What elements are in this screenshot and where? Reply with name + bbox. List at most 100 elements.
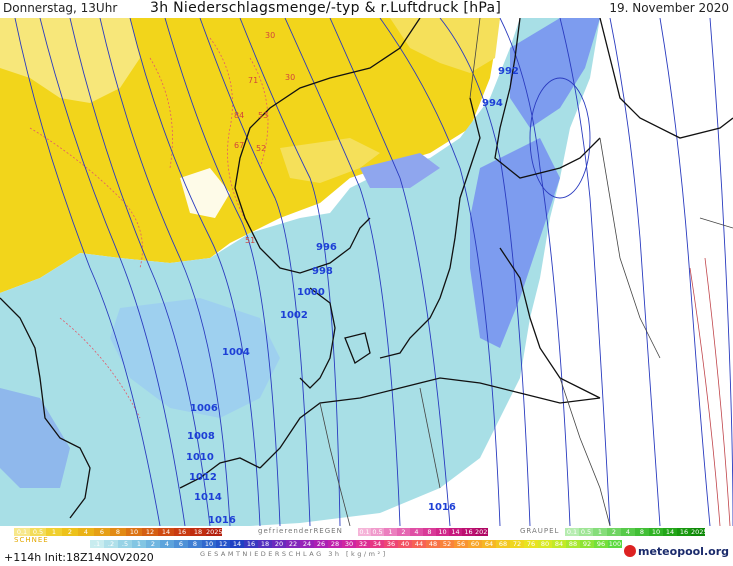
snow-contours bbox=[29, 37, 269, 419]
isobar-labels: 992 994 996 998 1000 1002 1004 1006 1008… bbox=[186, 66, 519, 526]
snow-depth-labels: 30 30 71 84 53 52 67 51 bbox=[234, 31, 295, 245]
scale-cell: 14 bbox=[663, 528, 677, 536]
scale-cell: 16 bbox=[174, 528, 190, 536]
scale-cell: 2025+ bbox=[475, 528, 488, 536]
scale-cell: 4 bbox=[410, 528, 423, 536]
scale-cell: 14 bbox=[230, 540, 244, 548]
scale-cell: 22 bbox=[286, 540, 300, 548]
scale-cell: 4 bbox=[78, 528, 94, 536]
scale-cell: 28 bbox=[328, 540, 342, 548]
forecast-date: 19. November 2020 bbox=[609, 1, 729, 15]
scale-cell: 10 bbox=[649, 528, 663, 536]
scale-cell: 64 bbox=[482, 540, 496, 548]
map-title: 3h Niederschlagsmenge/-typ & r.Luftdruck… bbox=[150, 0, 502, 16]
scale-cell: 0.5 bbox=[30, 528, 46, 536]
scale-cell: 1 bbox=[132, 540, 146, 548]
rain-field bbox=[0, 18, 600, 526]
scale-cell: 8 bbox=[188, 540, 202, 548]
scale-cell: 24 bbox=[300, 540, 314, 548]
scale-cell: 14 bbox=[449, 528, 462, 536]
scale-cell: 10 bbox=[436, 528, 449, 536]
scale-cell: 16 bbox=[244, 540, 258, 548]
isobar-label: 998 bbox=[312, 266, 333, 277]
scale-cell: 18 bbox=[258, 540, 272, 548]
scale-cell: 2025+ bbox=[206, 528, 222, 536]
snow-depth-label: 30 bbox=[265, 31, 275, 40]
scale-cell: 1 bbox=[46, 528, 62, 536]
total-precip-label: GESAMTNIEDERSCHLAG 3h [kg/m²] bbox=[200, 550, 388, 558]
snow-depth-label: 53 bbox=[258, 111, 268, 120]
scale-cell: 8 bbox=[423, 528, 436, 536]
isobar-label: 1002 bbox=[280, 310, 308, 321]
scale-cell: 1 bbox=[384, 528, 397, 536]
isobar-label: 1014 bbox=[194, 492, 222, 503]
scale-cell: 96 bbox=[594, 540, 608, 548]
scale-cell: 12 bbox=[142, 528, 158, 536]
scale-cell: 16 bbox=[462, 528, 475, 536]
scale-cell: 1 bbox=[593, 528, 607, 536]
coastlines bbox=[0, 18, 733, 519]
scale-cell: 80 bbox=[538, 540, 552, 548]
run-info: +114h Init:18Z14NOV2020 bbox=[4, 551, 154, 564]
scale-cell: 16 bbox=[677, 528, 691, 536]
logo-mark-icon bbox=[624, 545, 636, 557]
scale-cell: 2 bbox=[62, 528, 78, 536]
snow-depth-label: 84 bbox=[234, 111, 244, 120]
isobar-label: 1016 bbox=[208, 515, 236, 526]
scale-cell: 0.1 bbox=[358, 528, 371, 536]
scale-cell: 20 bbox=[272, 540, 286, 548]
scale-cell: 68 bbox=[496, 540, 510, 548]
snow-label: SCHNEE bbox=[14, 536, 49, 544]
far-isobars bbox=[689, 257, 731, 526]
scale-cell: 92 bbox=[580, 540, 594, 548]
scale-cell: 0.5 bbox=[579, 528, 593, 536]
scale-cell: 2 bbox=[397, 528, 410, 536]
forecast-day-time: Donnerstag, 13Uhr bbox=[3, 1, 118, 15]
scale-cell: 72 bbox=[510, 540, 524, 548]
isobars bbox=[14, 18, 733, 526]
scale-cell: .5 bbox=[118, 540, 132, 548]
scale-cell: 30 bbox=[342, 540, 356, 548]
weather-map: 992 994 996 998 1000 1002 1004 1006 1008… bbox=[0, 18, 733, 526]
isobar-label: 1012 bbox=[189, 472, 217, 483]
borders bbox=[319, 18, 733, 526]
isobar-label: 1008 bbox=[187, 431, 215, 442]
snow-depth-label: 51 bbox=[245, 236, 255, 245]
scale-cell: 4 bbox=[621, 528, 635, 536]
scale-cell: 76 bbox=[524, 540, 538, 548]
scale-cell: 0.5 bbox=[371, 528, 384, 536]
snow-depth-label: 52 bbox=[256, 144, 266, 153]
scale-cell: 18 bbox=[190, 528, 206, 536]
total-precip-scale: .1.2.5 1 2 4 6 8 10 12 14 16 18 20 22 24 26 28 30 32 34 36 4… bbox=[90, 540, 622, 548]
isobar-label: 1010 bbox=[186, 452, 214, 463]
isobar-label: 1004 bbox=[222, 347, 250, 358]
scale-cell: 6 bbox=[94, 528, 110, 536]
scale-cell: 44 bbox=[412, 540, 426, 548]
scale-cell: 2 bbox=[607, 528, 621, 536]
isobar-label: 996 bbox=[316, 242, 337, 253]
scale-cell: 36 bbox=[384, 540, 398, 548]
graupel-scale: 0.10.512481014162025+ bbox=[565, 528, 705, 536]
isobar-label: 1016 bbox=[428, 502, 456, 513]
freezing-rain-scale: 0.10.512481014162025+ bbox=[358, 528, 488, 536]
scale-cell: 2 bbox=[146, 540, 160, 548]
snow-depth-label: 67 bbox=[234, 141, 244, 150]
scale-cell: 60 bbox=[468, 540, 482, 548]
scale-cell: 10 bbox=[202, 540, 216, 548]
isobar-label: 1006 bbox=[190, 403, 218, 414]
scale-cell: 52 bbox=[440, 540, 454, 548]
scale-cell: 14 bbox=[158, 528, 174, 536]
scale-cell: .1 bbox=[90, 540, 104, 548]
snow-depth-label: 30 bbox=[285, 73, 295, 82]
scale-cell: 56 bbox=[454, 540, 468, 548]
scale-cell: 4 bbox=[160, 540, 174, 548]
scale-cell: 88 bbox=[566, 540, 580, 548]
scale-cell: 10 bbox=[126, 528, 142, 536]
scale-cell: 40 bbox=[398, 540, 412, 548]
isobar-label: 992 bbox=[498, 66, 519, 77]
scale-cell: 100 bbox=[608, 540, 622, 548]
scale-cell: 0.1 bbox=[14, 528, 30, 536]
isobar-label: 994 bbox=[482, 98, 503, 109]
